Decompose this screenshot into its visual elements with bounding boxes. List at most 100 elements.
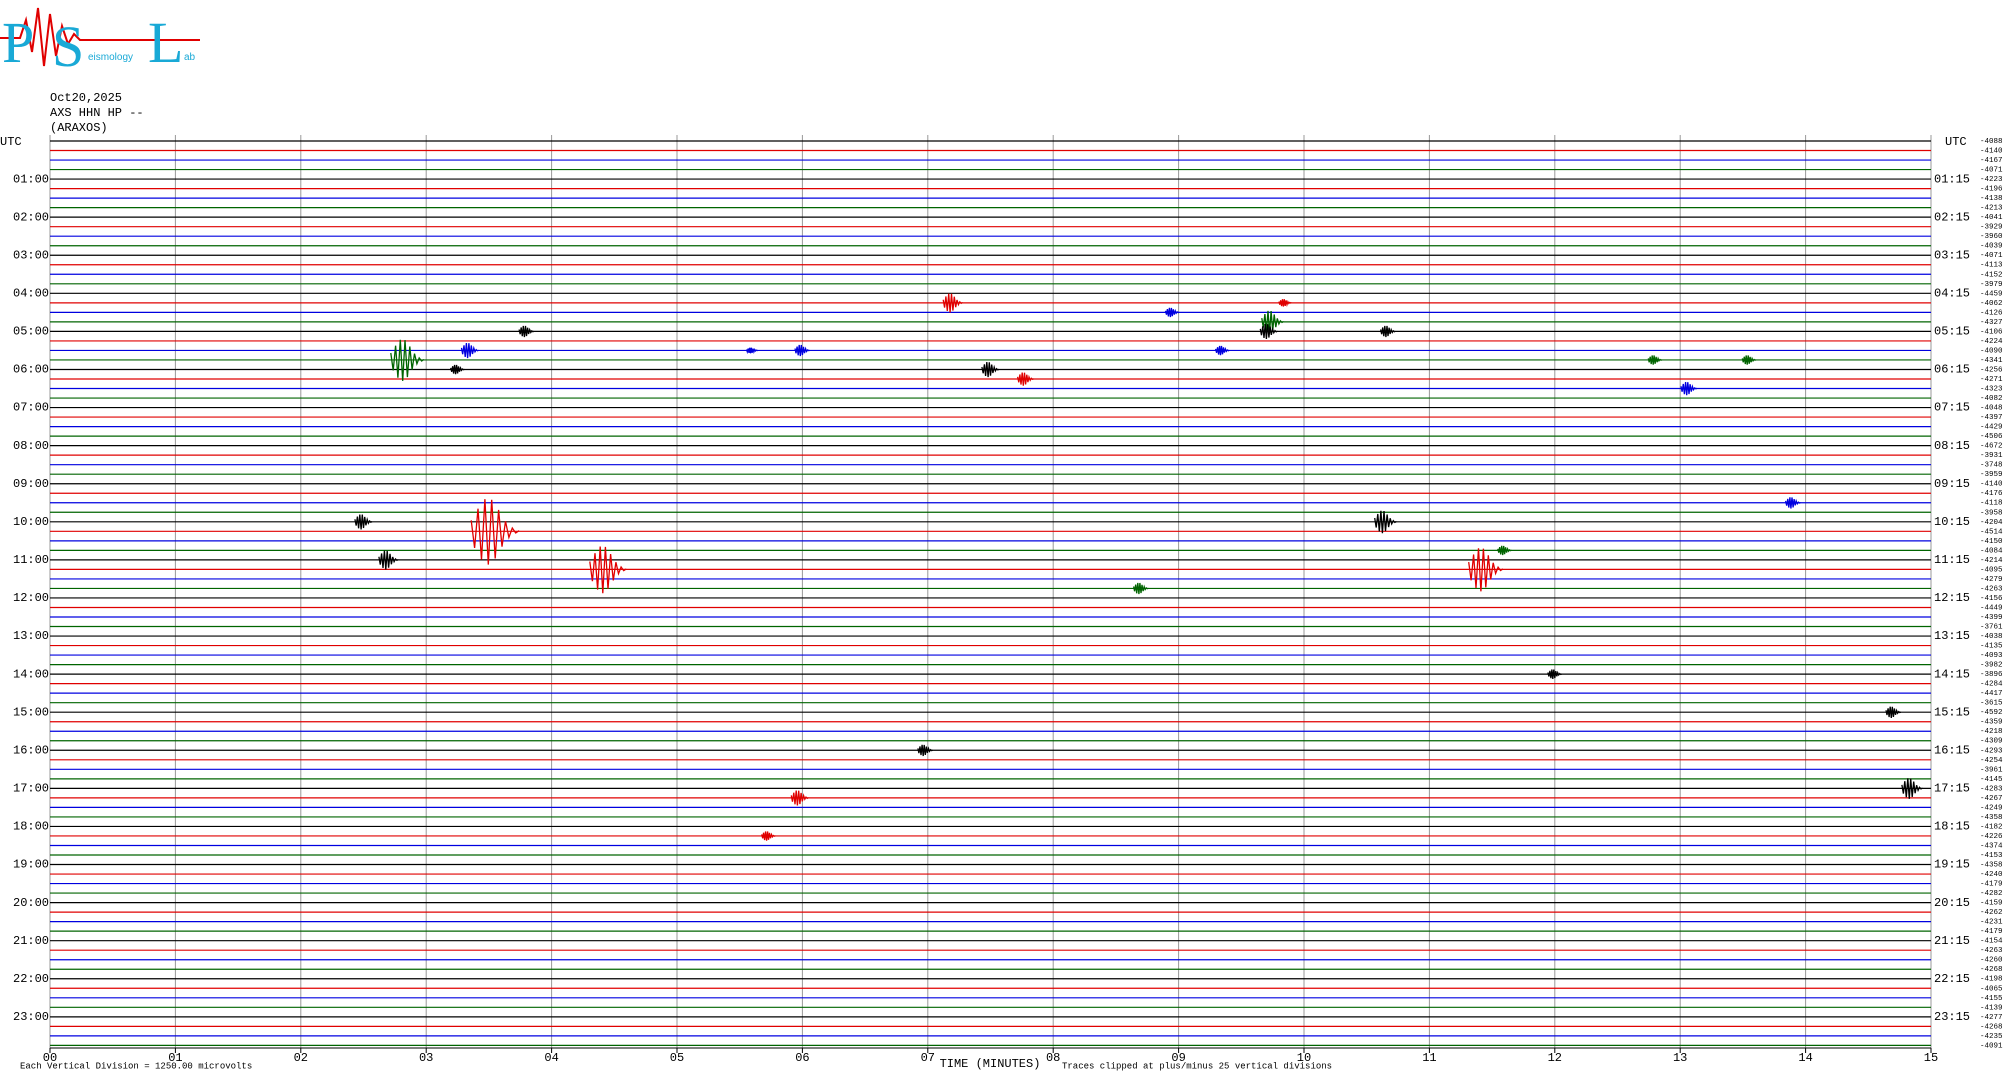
- event: [589, 546, 627, 594]
- right-time-label: 07:15: [1934, 401, 1970, 415]
- left-time-label: 19:00: [13, 858, 49, 872]
- offset-label: -4139: [1980, 1004, 2003, 1012]
- x-tick-label: 13: [1673, 1051, 1687, 1065]
- x-tick-label: 03: [419, 1051, 433, 1065]
- left-time-label: 01:00: [13, 172, 49, 186]
- left-time-label: 15:00: [13, 705, 49, 719]
- offset-label: -4084: [1980, 547, 2003, 555]
- right-time-label: 18:15: [1934, 820, 1970, 834]
- x-tick-label: 09: [1171, 1051, 1185, 1065]
- event: [354, 514, 373, 530]
- left-time-label: 03:00: [13, 248, 49, 262]
- offset-label: -4196: [1980, 186, 2003, 194]
- offset-label: -4155: [1980, 995, 2003, 1003]
- offset-label: -4065: [1980, 985, 2003, 993]
- offset-label: -4106: [1980, 328, 2003, 336]
- offset-label: -4262: [1980, 909, 2003, 917]
- offset-label: -4145: [1980, 776, 2003, 784]
- offset-label: -4263: [1980, 947, 2003, 955]
- event: [470, 499, 520, 565]
- offset-label: -4113: [1980, 262, 2003, 270]
- offset-label: -4071: [1980, 167, 2003, 175]
- offset-label: -4223: [1980, 176, 2003, 184]
- event: [1547, 669, 1562, 679]
- offset-label: -4090: [1980, 347, 2003, 355]
- offset-label: -4459: [1980, 290, 2003, 298]
- right-time-label: 16:15: [1934, 743, 1970, 757]
- offset-label: -4182: [1980, 823, 2003, 831]
- offset-label: -4198: [1980, 976, 2003, 984]
- offset-label: -3931: [1980, 452, 2003, 460]
- right-time-label: 13:15: [1934, 629, 1970, 643]
- offset-label: -4088: [1980, 138, 2003, 146]
- event: [1784, 497, 1801, 509]
- event: [1259, 324, 1278, 340]
- logo-wave: [0, 7, 200, 67]
- offset-label: -4506: [1980, 433, 2003, 441]
- right-time-label: 10:15: [1934, 515, 1970, 529]
- event: [1278, 299, 1292, 308]
- event: [1680, 382, 1698, 396]
- offset-label: -4268: [1980, 1023, 2003, 1031]
- date: Oct20,2025: [50, 91, 122, 105]
- right-time-label: 09:15: [1934, 477, 1970, 491]
- right-time-label: 04:15: [1934, 286, 1970, 300]
- offset-label: -4153: [1980, 852, 2003, 860]
- x-tick-label: 05: [670, 1051, 684, 1065]
- offset-label: -3959: [1980, 471, 2003, 479]
- event: [794, 344, 811, 357]
- offset-label: -4283: [1980, 785, 2003, 793]
- offset-label: -4048: [1980, 405, 2003, 413]
- offset-label: -4293: [1980, 747, 2003, 755]
- offset-label: -4213: [1980, 205, 2003, 213]
- offset-label: -4082: [1980, 395, 2003, 403]
- x-tick-label: 08: [1046, 1051, 1060, 1065]
- offset-label: -4514: [1980, 528, 2003, 536]
- x-tick-label: 14: [1798, 1051, 1812, 1065]
- offset-label: -4429: [1980, 424, 2003, 432]
- offset-label: -4249: [1980, 804, 2003, 812]
- right-time-label: 01:15: [1934, 172, 1970, 186]
- offset-label: -4039: [1980, 243, 2003, 251]
- right-time-label: 17:15: [1934, 782, 1970, 796]
- offset-label: -4399: [1980, 614, 2003, 622]
- left-time-label: 02:00: [13, 210, 49, 224]
- offset-label: -4397: [1980, 414, 2003, 422]
- offset-label: -4263: [1980, 585, 2003, 593]
- offset-label: -4214: [1980, 557, 2003, 565]
- x-axis-title: TIME (MINUTES): [940, 1057, 1041, 1071]
- offset-label: -4224: [1980, 338, 2003, 346]
- event: [450, 364, 465, 375]
- offset-label: -4267: [1980, 795, 2003, 803]
- left-time-label: 11:00: [13, 553, 49, 567]
- event: [1901, 778, 1923, 799]
- event: [460, 343, 479, 359]
- right-axis-title: UTC: [1945, 135, 1967, 149]
- offset-label: -4152: [1980, 271, 2003, 279]
- offset-label: -4341: [1980, 357, 2003, 365]
- offset-label: -4327: [1980, 319, 2003, 327]
- event: [378, 550, 399, 570]
- left-time-label: 05:00: [13, 325, 49, 339]
- offset-label: -4268: [1980, 966, 2003, 974]
- right-time-label: 06:15: [1934, 363, 1970, 377]
- left-time-label: 10:00: [13, 515, 49, 529]
- offset-label: -4358: [1980, 862, 2003, 870]
- event: [1379, 325, 1396, 338]
- offset-label: -3982: [1980, 662, 2003, 670]
- offset-label: -3896: [1980, 671, 2003, 679]
- offset-label: -4135: [1980, 643, 2003, 651]
- logo-text: eismology: [88, 52, 133, 63]
- offset-label: -4118: [1980, 500, 2003, 508]
- station: AXS HHN HP --: [50, 106, 144, 120]
- offset-label: -4323: [1980, 386, 2003, 394]
- left-time-label: 07:00: [13, 401, 49, 415]
- offset-label: -4374: [1980, 842, 2003, 850]
- offset-label: -4254: [1980, 757, 2003, 765]
- right-time-label: 11:15: [1934, 553, 1970, 567]
- offset-label: -4231: [1980, 919, 2003, 927]
- x-tick-label: 07: [921, 1051, 935, 1065]
- network: (ARAXOS): [50, 121, 108, 135]
- scale-note: Each Vertical Division = 1250.00 microvo…: [20, 1061, 252, 1071]
- left-time-label: 20:00: [13, 896, 49, 910]
